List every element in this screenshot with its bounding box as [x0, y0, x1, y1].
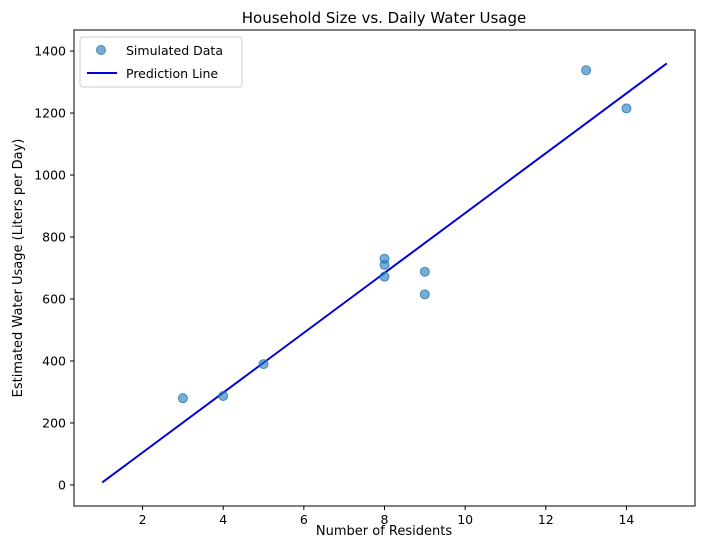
- y-tick-label: 800: [42, 230, 66, 245]
- x-tick-label: 8: [381, 512, 389, 527]
- data-point: [419, 289, 430, 300]
- legend-label-prediction-line: Prediction Line: [126, 66, 218, 81]
- x-tick-label: 12: [538, 512, 554, 527]
- legend: Simulated Data Prediction Line: [79, 36, 243, 88]
- data-point: [379, 271, 390, 282]
- chart-title: Household Size vs. Daily Water Usage: [242, 9, 527, 27]
- y-tick-label: 1200: [34, 106, 66, 121]
- legend-box: [79, 36, 243, 88]
- x-tick-label: 6: [300, 512, 308, 527]
- y-axis-ticks: 0 200 400 600 800 1000 1200 1400: [34, 44, 74, 492]
- data-point: [177, 393, 188, 404]
- data-point: [258, 359, 269, 370]
- y-tick-label: 600: [42, 291, 66, 306]
- data-point: [379, 259, 390, 270]
- y-axis-label: Estimated Water Usage (Liters per Day): [11, 139, 26, 398]
- x-axis-ticks: 2 4 6 8 10 12 14: [139, 506, 634, 527]
- x-tick-label: 2: [139, 512, 147, 527]
- x-tick-label: 10: [457, 512, 473, 527]
- y-tick-label: 1000: [34, 168, 66, 183]
- data-point: [419, 266, 430, 277]
- x-axis-label: Number of Residents: [316, 524, 452, 539]
- x-tick-label: 4: [219, 512, 227, 527]
- legend-label-simulated-data: Simulated Data: [126, 43, 223, 58]
- y-tick-label: 200: [42, 415, 66, 430]
- x-tick-label: 14: [618, 512, 634, 527]
- y-tick-label: 0: [58, 477, 66, 492]
- legend-marker-simulated-data: [96, 45, 106, 55]
- y-tick-label: 400: [42, 353, 66, 368]
- y-tick-label: 1400: [34, 44, 66, 59]
- data-point: [581, 65, 592, 76]
- data-point: [218, 390, 229, 401]
- data-point: [621, 103, 632, 114]
- series-layer: [101, 62, 668, 484]
